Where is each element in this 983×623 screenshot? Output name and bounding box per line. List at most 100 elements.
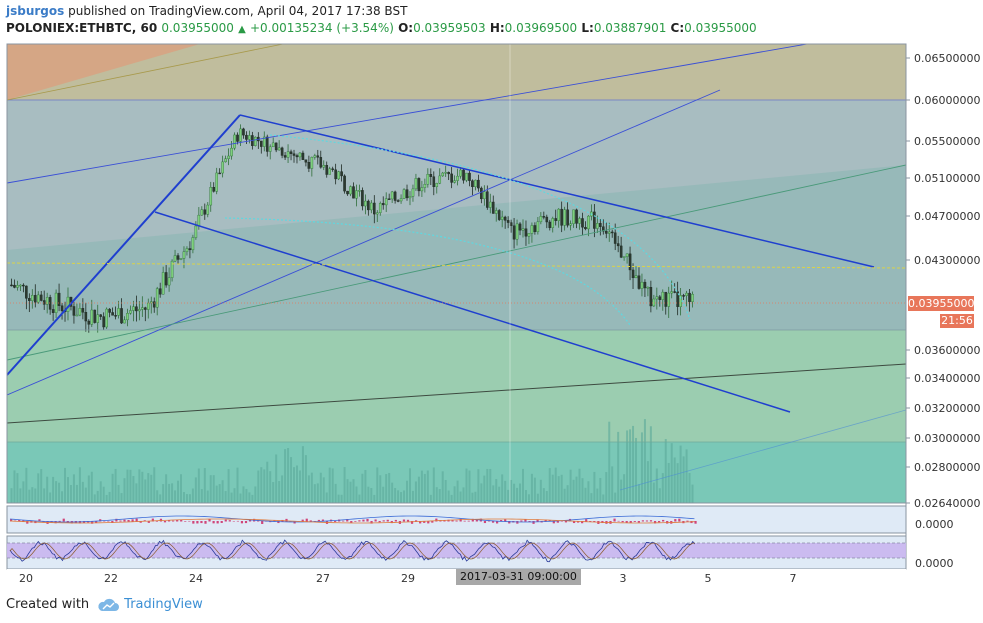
price-tick-label: 0.03400000	[914, 372, 980, 385]
macd-bar	[544, 519, 547, 522]
candle-body	[596, 223, 599, 229]
candle-body	[135, 306, 138, 312]
volume-bar	[632, 425, 635, 503]
candle-body	[197, 214, 201, 227]
volume-bar	[435, 487, 438, 503]
candle-body	[444, 172, 447, 174]
volume-bar	[66, 477, 69, 503]
volume-bar	[533, 477, 536, 503]
macd-bar	[508, 521, 511, 524]
candle-body	[447, 172, 450, 175]
time-tick-label: 22	[104, 572, 118, 585]
candle-body	[304, 159, 308, 163]
macd-bar	[208, 519, 211, 522]
candle-body	[138, 309, 141, 312]
candle-body	[646, 287, 650, 289]
candle-body	[36, 294, 40, 303]
volume-bar	[307, 475, 310, 503]
volume-bar	[209, 475, 212, 503]
macd-bar	[91, 521, 94, 524]
volume-bar	[403, 490, 406, 503]
volume-bar	[165, 474, 168, 503]
macd-bar	[520, 520, 523, 522]
macd-bar	[107, 520, 110, 522]
macd-bar	[589, 521, 592, 522]
footer: Created with TradingView	[6, 597, 203, 612]
macd-bar	[496, 521, 499, 524]
candle-body	[164, 272, 168, 286]
volume-bar	[191, 488, 194, 503]
volume-bar	[605, 472, 608, 503]
volume-bar	[251, 494, 254, 503]
volume-bar	[524, 490, 527, 503]
macd-bar	[342, 520, 345, 522]
tradingview-logo[interactable]: TradingView	[97, 597, 203, 612]
price-change: +0.00135234 (+3.54%)	[249, 21, 394, 35]
candle-body	[328, 168, 331, 175]
candle-body	[209, 186, 213, 206]
volume-bar	[90, 471, 93, 503]
macd-bar	[382, 520, 385, 522]
candle-body	[512, 225, 516, 240]
macd-bar	[463, 520, 466, 522]
candle-body	[462, 169, 465, 181]
macd-bar	[423, 521, 426, 523]
volume-bar	[93, 494, 96, 503]
candle-body	[152, 301, 156, 308]
candle-body	[39, 294, 43, 301]
candle-body	[453, 180, 456, 183]
volume-bar	[34, 488, 37, 503]
macd-bar	[188, 520, 191, 522]
candle-body	[298, 152, 302, 158]
volume-bar	[590, 493, 593, 503]
candle-body	[435, 183, 439, 187]
candle-body	[126, 313, 129, 321]
candle-body	[307, 162, 311, 169]
volume-bar	[673, 457, 676, 503]
volume-bar	[248, 492, 251, 503]
candle-body	[310, 157, 314, 169]
candle-body	[33, 295, 37, 303]
candle-body	[236, 134, 239, 142]
volume-bar	[236, 467, 239, 503]
candle-body	[295, 155, 299, 158]
candle-body	[176, 255, 180, 260]
volume-bar	[599, 477, 602, 503]
macd-bar	[204, 521, 207, 524]
volume-bar	[408, 468, 411, 503]
macd-bar	[362, 519, 365, 522]
volume-bar	[370, 488, 373, 503]
volume-bar	[462, 487, 465, 503]
volume-bar	[379, 475, 382, 503]
candle-body	[587, 215, 590, 230]
macd-bar	[236, 520, 239, 522]
author-name[interactable]: jsburgos	[6, 4, 65, 18]
candle-body	[200, 209, 204, 216]
time-tick-label: 27	[316, 572, 330, 585]
candle-body	[31, 295, 34, 301]
macd-bar	[26, 521, 29, 524]
volume-bar	[275, 454, 278, 503]
volume-bar	[150, 474, 153, 503]
volume-bar	[58, 482, 61, 503]
candle-body	[313, 155, 317, 158]
volume-bar	[507, 489, 510, 503]
volume-bar	[111, 473, 114, 503]
volume-bar	[28, 489, 31, 503]
volume-bar	[177, 480, 180, 503]
candle-body	[384, 198, 388, 206]
volume-bar	[364, 469, 367, 503]
candle-body	[93, 309, 97, 323]
macd-bar	[366, 518, 369, 522]
volume-bar	[388, 472, 391, 503]
macd-bar	[244, 521, 248, 524]
macd-bar	[42, 521, 45, 523]
macd-bar	[200, 521, 203, 524]
volume-bar	[37, 473, 40, 503]
candle-body	[518, 223, 522, 231]
candle-body	[554, 218, 558, 221]
stoch-axis-tick: 0.0000	[915, 557, 954, 570]
candle-body	[352, 186, 355, 199]
candle-body	[84, 312, 88, 322]
